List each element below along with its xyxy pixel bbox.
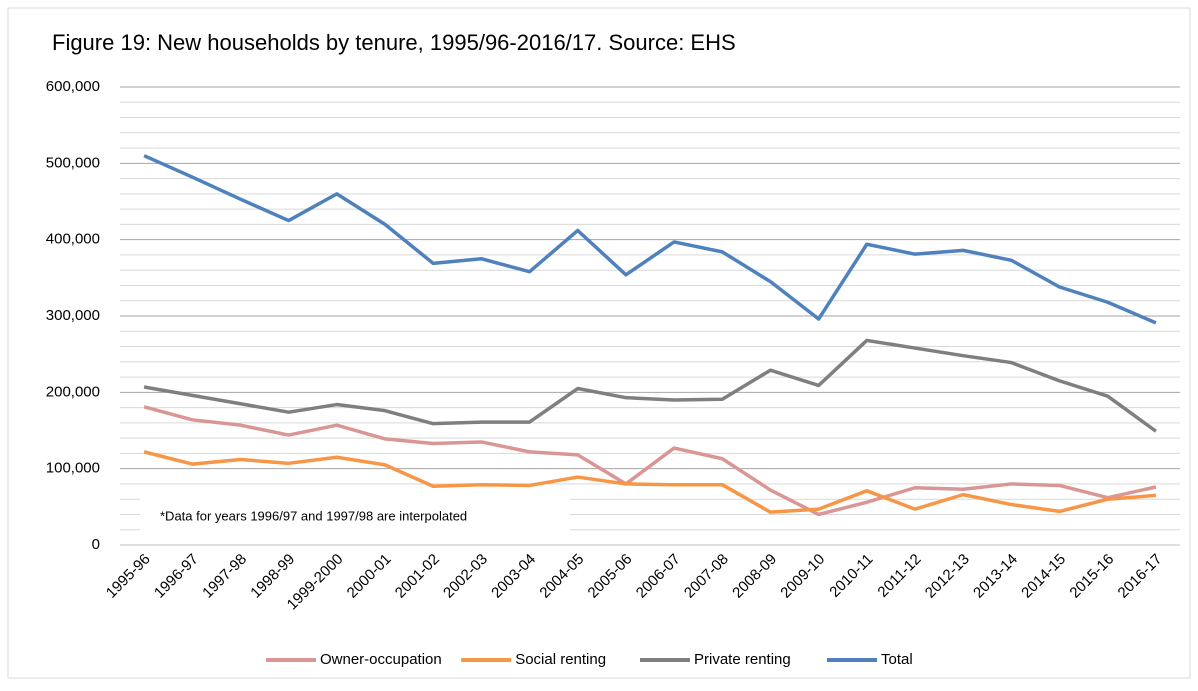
series-line bbox=[143, 338, 1157, 433]
legend-label: Social renting bbox=[515, 651, 606, 668]
y-tick-label: 500,000 bbox=[46, 154, 100, 171]
annotation: *Data for years 1996/97 and 1997/98 are … bbox=[160, 508, 467, 523]
chart-border bbox=[7, 7, 1191, 679]
y-tick-label: 100,000 bbox=[46, 460, 100, 477]
legend-label: Private renting bbox=[694, 651, 791, 668]
y-tick-label: 400,000 bbox=[46, 231, 100, 248]
y-tick-label: 200,000 bbox=[46, 383, 100, 400]
legend-label: Owner-occupation bbox=[320, 651, 442, 668]
chart-title: Figure 19: New households by tenure, 199… bbox=[52, 30, 736, 55]
legend-label: Total bbox=[881, 651, 913, 668]
series-line bbox=[143, 154, 1157, 325]
y-tick-label: 300,000 bbox=[46, 307, 100, 324]
annotation-box bbox=[140, 498, 570, 536]
series-line bbox=[143, 450, 1157, 514]
series-line bbox=[143, 405, 1157, 517]
y-tick-label: 600,000 bbox=[46, 78, 100, 95]
y-tick-label: 0 bbox=[92, 536, 100, 553]
